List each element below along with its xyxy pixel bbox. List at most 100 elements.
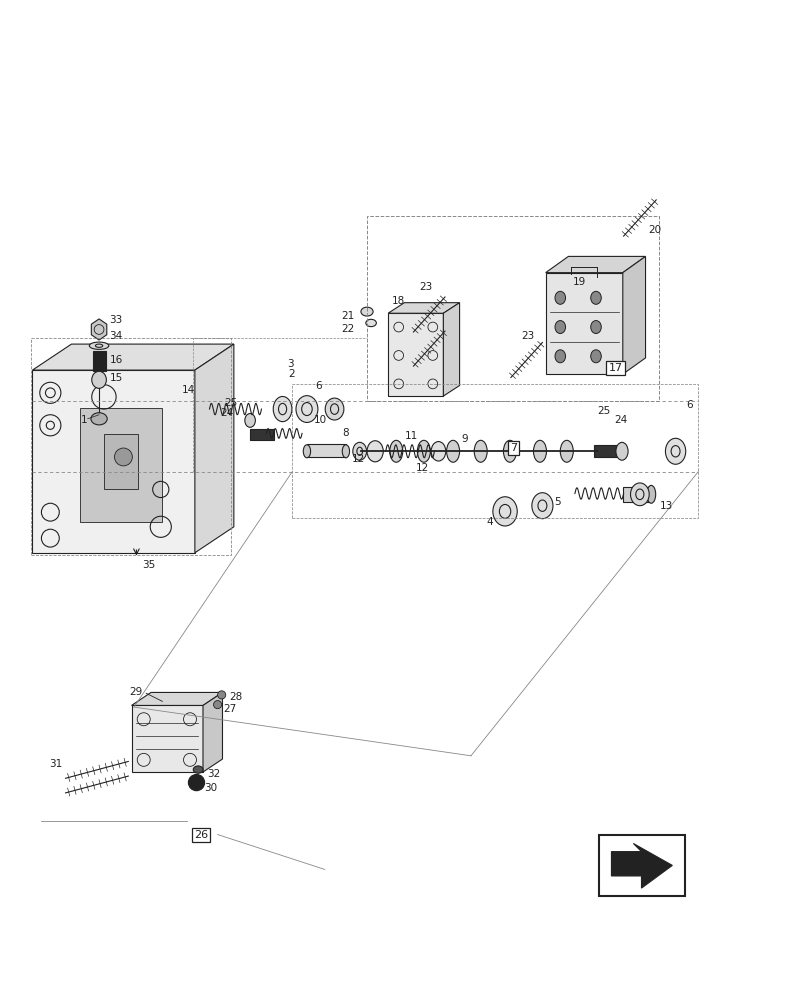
Ellipse shape (554, 291, 564, 304)
Text: 17: 17 (607, 363, 622, 373)
Polygon shape (203, 692, 222, 772)
Text: 31: 31 (49, 759, 62, 769)
Text: 5: 5 (553, 497, 560, 507)
Ellipse shape (474, 440, 487, 462)
Ellipse shape (664, 438, 684, 464)
Ellipse shape (560, 440, 573, 462)
Ellipse shape (646, 485, 654, 503)
Ellipse shape (272, 396, 292, 422)
Text: 6: 6 (685, 400, 692, 410)
Text: 26: 26 (194, 830, 208, 840)
Text: 9: 9 (461, 434, 467, 444)
Text: 25: 25 (597, 406, 610, 416)
Bar (599, 835, 684, 896)
Polygon shape (545, 256, 645, 273)
Text: 2: 2 (288, 369, 294, 379)
Text: 23: 23 (419, 282, 432, 292)
Ellipse shape (531, 493, 552, 519)
Ellipse shape (533, 440, 546, 462)
Text: 18: 18 (391, 296, 404, 306)
Text: 11: 11 (404, 431, 417, 441)
Text: 24: 24 (614, 415, 627, 425)
Text: 8: 8 (342, 428, 349, 438)
Polygon shape (131, 705, 203, 772)
Ellipse shape (193, 766, 203, 773)
Polygon shape (388, 313, 443, 396)
Ellipse shape (342, 445, 349, 458)
Polygon shape (388, 303, 459, 313)
Text: 13: 13 (659, 501, 672, 511)
Ellipse shape (324, 398, 343, 420)
Bar (31, 338, 230, 555)
Circle shape (213, 701, 221, 709)
Ellipse shape (615, 442, 628, 460)
Circle shape (188, 774, 204, 791)
Polygon shape (622, 256, 645, 374)
Ellipse shape (303, 445, 310, 458)
Polygon shape (545, 273, 622, 374)
Ellipse shape (360, 307, 372, 316)
Text: 30: 30 (204, 783, 217, 793)
Ellipse shape (92, 371, 106, 388)
Polygon shape (32, 370, 195, 553)
Text: 28: 28 (229, 692, 242, 702)
Bar (622, 487, 650, 502)
Text: 12: 12 (415, 463, 428, 473)
Ellipse shape (503, 440, 516, 462)
Polygon shape (131, 692, 222, 705)
Polygon shape (195, 344, 234, 553)
Ellipse shape (554, 350, 564, 363)
Ellipse shape (417, 440, 430, 462)
Text: 22: 22 (341, 324, 354, 334)
Bar (93, 351, 105, 371)
Polygon shape (443, 303, 459, 396)
Text: 19: 19 (572, 277, 585, 287)
Ellipse shape (630, 483, 649, 506)
Bar (292, 384, 697, 518)
Text: 25: 25 (224, 398, 237, 408)
Polygon shape (32, 344, 234, 370)
Text: 4: 4 (486, 517, 492, 527)
Text: 3: 3 (287, 359, 294, 369)
Ellipse shape (245, 414, 255, 427)
Ellipse shape (554, 321, 564, 334)
Text: 24: 24 (221, 408, 234, 418)
Text: 35: 35 (142, 560, 155, 570)
Text: 29: 29 (129, 687, 142, 697)
Text: 16: 16 (109, 355, 122, 365)
Ellipse shape (389, 440, 402, 462)
Ellipse shape (365, 319, 375, 327)
Bar (594, 445, 621, 457)
Ellipse shape (446, 440, 459, 462)
Text: 27: 27 (223, 704, 236, 714)
Text: 21: 21 (341, 311, 354, 321)
Text: 23: 23 (521, 331, 534, 341)
Ellipse shape (492, 497, 517, 526)
Text: 1: 1 (81, 415, 88, 425)
Bar (104, 434, 138, 489)
Polygon shape (79, 408, 162, 522)
Text: 34: 34 (109, 331, 122, 341)
Ellipse shape (367, 441, 383, 462)
Polygon shape (91, 319, 107, 340)
Bar (250, 429, 274, 440)
Circle shape (114, 448, 132, 466)
Ellipse shape (590, 350, 600, 363)
Ellipse shape (431, 442, 445, 461)
Text: 10: 10 (313, 415, 326, 425)
Polygon shape (611, 843, 672, 888)
Text: 20: 20 (647, 225, 660, 235)
Text: 14: 14 (182, 385, 195, 395)
Text: 6: 6 (315, 381, 321, 391)
Text: 7: 7 (509, 443, 516, 453)
Ellipse shape (590, 291, 600, 304)
Text: 12: 12 (352, 454, 365, 464)
Text: 15: 15 (109, 373, 122, 383)
Ellipse shape (89, 342, 109, 349)
Ellipse shape (295, 396, 317, 422)
Ellipse shape (590, 321, 600, 334)
Ellipse shape (91, 413, 107, 425)
Bar (367, 216, 659, 401)
Text: 33: 33 (109, 315, 122, 325)
Circle shape (217, 691, 225, 699)
